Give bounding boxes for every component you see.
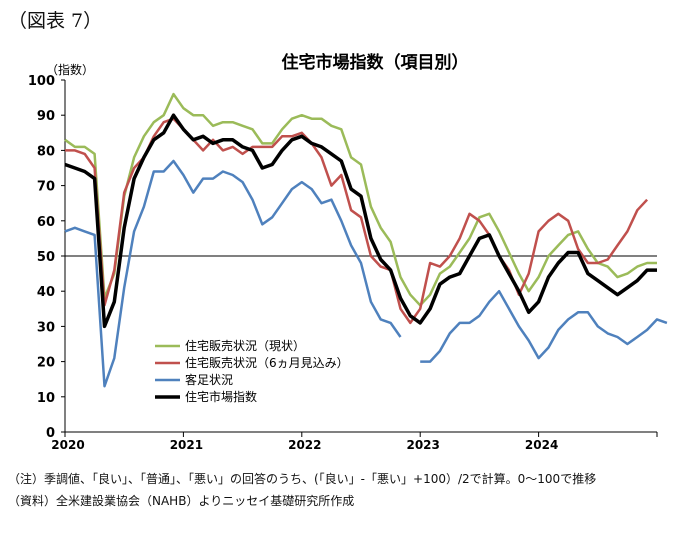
chart-title: 住宅市場指数（項目別）	[282, 52, 469, 73]
y-axis-label: （指数）	[46, 62, 94, 77]
y-tick-label: 50	[37, 250, 55, 265]
series-line-2	[65, 117, 649, 325]
y-tick-label: 20	[37, 356, 55, 371]
y-tick-label: 40	[37, 285, 55, 300]
x-tick-label: 2020	[51, 438, 84, 452]
series-line-1	[64, 92, 657, 307]
y-tick-label: 0	[46, 426, 55, 441]
y-tick-label: 70	[37, 180, 55, 195]
y-tick-label: 100	[28, 74, 55, 89]
axes: 0 10 20 30 40 50 60 70 80 90 100 2020 2021 2022 2023 20…	[28, 74, 658, 452]
footnote: （注）季調値、「良い」、「普通」、「悪い」の回答のうち、(「良い」-「悪い」+1…	[8, 472, 597, 486]
y-tick-label: 30	[37, 320, 55, 335]
legend-label: 住宅市場指数	[185, 389, 257, 404]
legend-label: 住宅販売状況（現状）	[185, 338, 305, 353]
figure-label: （図表 7）	[8, 10, 103, 32]
y-tick-label: 60	[37, 215, 55, 230]
legend-label: 客足状況	[185, 372, 233, 387]
y-tick-label: 10	[37, 391, 55, 406]
x-tick-label: 2023	[406, 438, 439, 452]
y-tick-label: 90	[37, 109, 55, 124]
x-tick-label: 2024	[525, 438, 558, 452]
series-layer	[64, 92, 668, 388]
x-tick-label: 2021	[170, 438, 203, 452]
legend-label: 住宅販売状況（6ヵ月見込み）	[185, 355, 349, 370]
x-tick-label: 2022	[288, 438, 321, 452]
source-note: （資料）全米建設業協会（NAHB）よりニッセイ基礎研究所作成	[8, 494, 355, 508]
y-tick-label: 80	[37, 144, 55, 159]
series-line-4	[64, 113, 657, 329]
series-line-3	[64, 159, 668, 388]
